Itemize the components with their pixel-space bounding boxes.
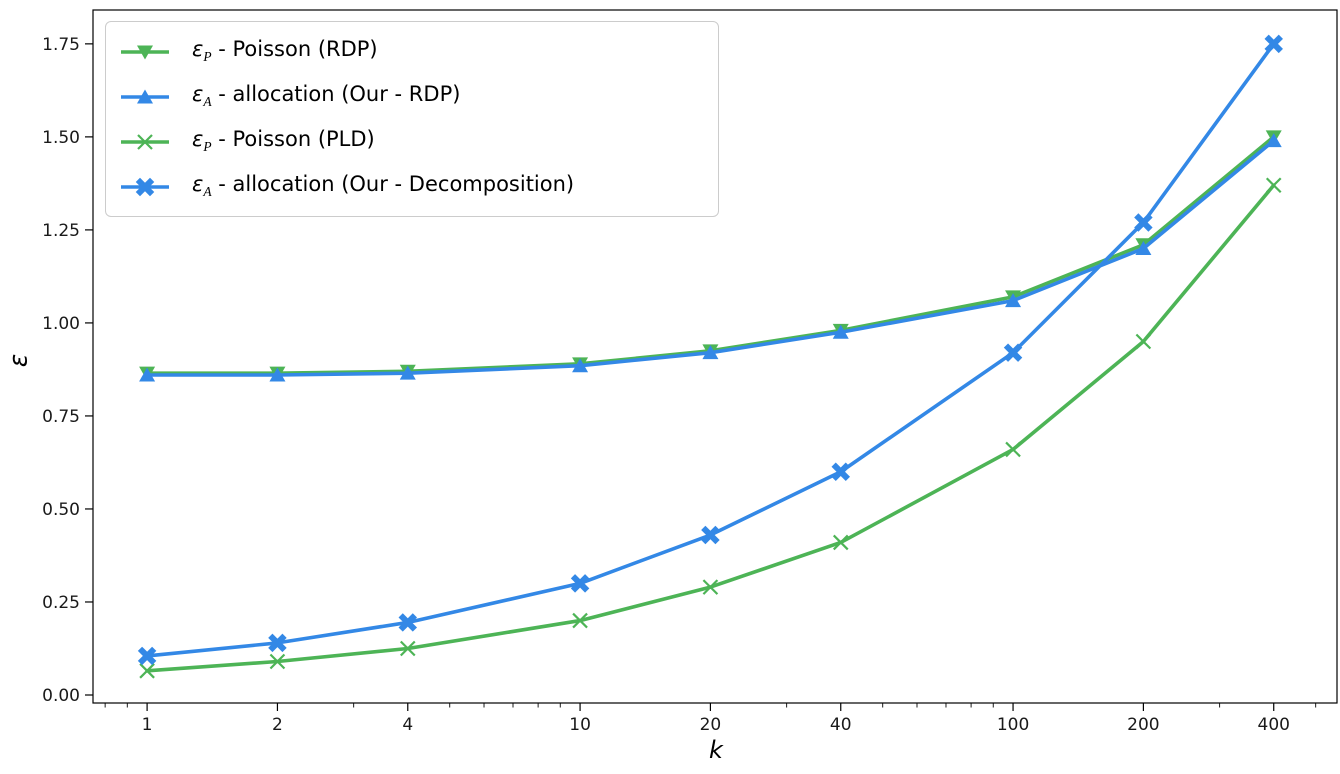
x-tick-label: 1 [142, 715, 153, 735]
legend-swatch-marker [137, 133, 153, 150]
x-tick-label: 200 [1127, 715, 1159, 735]
legend: εP - Poisson (RDP) εA - allocation (Our … [105, 21, 719, 217]
legend-swatch-marker [137, 89, 153, 103]
x-axis-label: k [709, 736, 723, 764]
series-marker-allocation-rdp [832, 324, 849, 339]
series-marker-allocation-decomposition [137, 646, 157, 666]
series-marker-allocation-decomposition [1003, 343, 1023, 362]
series-marker-allocation-rdp [572, 358, 589, 373]
series-marker-allocation-decomposition [268, 633, 287, 653]
x-tick-label: 40 [830, 715, 852, 735]
series-marker-allocation-rdp [139, 367, 156, 382]
series-marker-allocation-rdp [269, 367, 286, 382]
y-tick-label: 1.00 [42, 314, 80, 334]
epsilon-subscript: A [203, 184, 212, 200]
epsilon-symbol: ε [192, 172, 204, 197]
epsilon-subscript: A [203, 94, 212, 110]
legend-marker-triangle-down-icon [121, 45, 169, 59]
series-marker-poisson-pld [1135, 333, 1152, 350]
legend-text: - Poisson (PLD) [211, 127, 375, 152]
series-marker-poisson-pld [572, 612, 588, 629]
legend-label: εP - Poisson (PLD) [192, 127, 375, 155]
series-line-poisson-pld [145, 183, 1276, 673]
series-marker-poisson-pld [1265, 177, 1282, 194]
series-marker-poisson-pld [269, 653, 286, 670]
legend-swatch-marker [137, 45, 153, 59]
epsilon-symbol: ε [192, 127, 204, 152]
series-marker-allocation-rdp [1265, 133, 1282, 148]
series-marker-allocation-decomposition [570, 574, 590, 593]
series-marker-poisson-pld [139, 663, 155, 679]
legend-text: - Poisson (RDP) [211, 37, 378, 62]
epsilon-symbol: ε [192, 82, 204, 107]
legend-swatch-marker [135, 177, 155, 196]
series-marker-allocation-rdp [399, 365, 416, 380]
series-marker-allocation-decomposition [1264, 34, 1283, 54]
y-tick-label: 0.00 [42, 686, 80, 706]
x-tick-label: 2 [272, 715, 283, 735]
series-marker-poisson-pld [399, 640, 416, 657]
epsilon-symbol: ε [192, 37, 204, 62]
x-tick-label: 20 [700, 715, 722, 735]
y-tick-label: 0.25 [42, 593, 80, 613]
legend-text: - allocation (Our - RDP) [211, 82, 461, 107]
legend-marker-x-thick-icon [121, 177, 169, 196]
legend-marker-x-thin-icon [121, 133, 169, 150]
plot-frame [92, 9, 1338, 704]
series-marker-allocation-decomposition [701, 525, 720, 545]
series-marker-allocation-decomposition [831, 462, 850, 481]
series-marker-poisson-pld [702, 579, 719, 595]
series-marker-allocation-decomposition [398, 613, 418, 632]
series-marker-allocation-rdp [1005, 293, 1022, 308]
series-marker-allocation-rdp [1135, 241, 1152, 256]
series-marker-poisson-pld [1005, 441, 1021, 458]
y-tick-label: 0.50 [42, 500, 80, 520]
y-tick-label: 1.75 [42, 35, 80, 55]
x-tick-label: 100 [997, 715, 1029, 735]
y-axis-label: ε [3, 353, 33, 368]
legend-label: εA - allocation (Our - RDP) [192, 82, 460, 110]
y-tick-label: 1.25 [42, 221, 80, 241]
series-marker-allocation-decomposition [1134, 213, 1153, 232]
legend-item-allocation-rdp: εA - allocation (Our - RDP) [118, 74, 706, 119]
legend-marker-triangle-up-icon [121, 89, 169, 103]
epsilon-subscript: P [203, 139, 212, 155]
legend-text: - allocation (Our - Decomposition) [211, 172, 575, 197]
legend-label: εA - allocation (Our - Decomposition) [192, 172, 574, 200]
legend-label: εP - Poisson (RDP) [192, 37, 378, 65]
series-marker-poisson-pld [832, 534, 849, 551]
y-tick-label: 1.50 [42, 128, 80, 148]
epsilon-subscript: P [203, 49, 212, 65]
legend-item-poisson-rdp: εP - Poisson (RDP) [118, 29, 706, 74]
legend-item-allocation-decomposition: εA - allocation (Our - Decomposition) [118, 164, 706, 209]
legend-item-poisson-pld: εP - Poisson (PLD) [118, 119, 706, 164]
series-marker-allocation-rdp [702, 345, 719, 360]
x-tick-label: 400 [1258, 715, 1290, 735]
y-tick-label: 0.75 [42, 407, 80, 427]
x-tick-label: 10 [569, 715, 591, 735]
x-tick-label: 4 [402, 715, 413, 735]
